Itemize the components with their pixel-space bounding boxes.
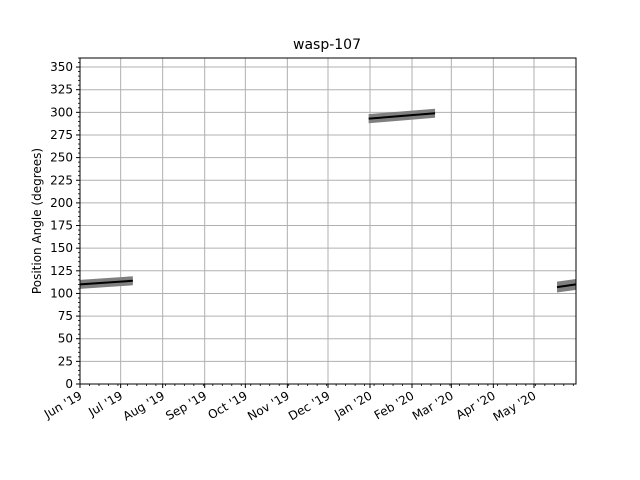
y-axis-label: Position Angle (degrees) <box>30 148 44 294</box>
y-tick-label: 125 <box>50 264 73 278</box>
y-tick-label: 75 <box>58 309 73 323</box>
position-angle-line <box>368 112 436 120</box>
y-tick-label: 300 <box>50 105 73 119</box>
y-tick-label: 275 <box>50 128 73 142</box>
y-tick-label: 175 <box>50 219 73 233</box>
y-tick-label: 50 <box>58 332 73 346</box>
grid-lines <box>79 58 576 385</box>
y-tick-label: 225 <box>50 173 73 187</box>
y-tick-label: 150 <box>50 241 73 255</box>
y-tick-label: 25 <box>58 354 73 368</box>
y-tick-label: 325 <box>50 83 73 97</box>
data-series <box>80 108 576 293</box>
y-tick-label: 100 <box>50 286 73 300</box>
y-tick-label: 350 <box>50 60 73 74</box>
position-angle-line <box>80 279 133 286</box>
chart-title: wasp-107 <box>293 37 361 53</box>
y-tick-label: 200 <box>50 196 73 210</box>
y-tick-label: 250 <box>50 151 73 165</box>
position-angle-line <box>556 283 576 289</box>
y-tick-label: 0 <box>65 377 73 391</box>
